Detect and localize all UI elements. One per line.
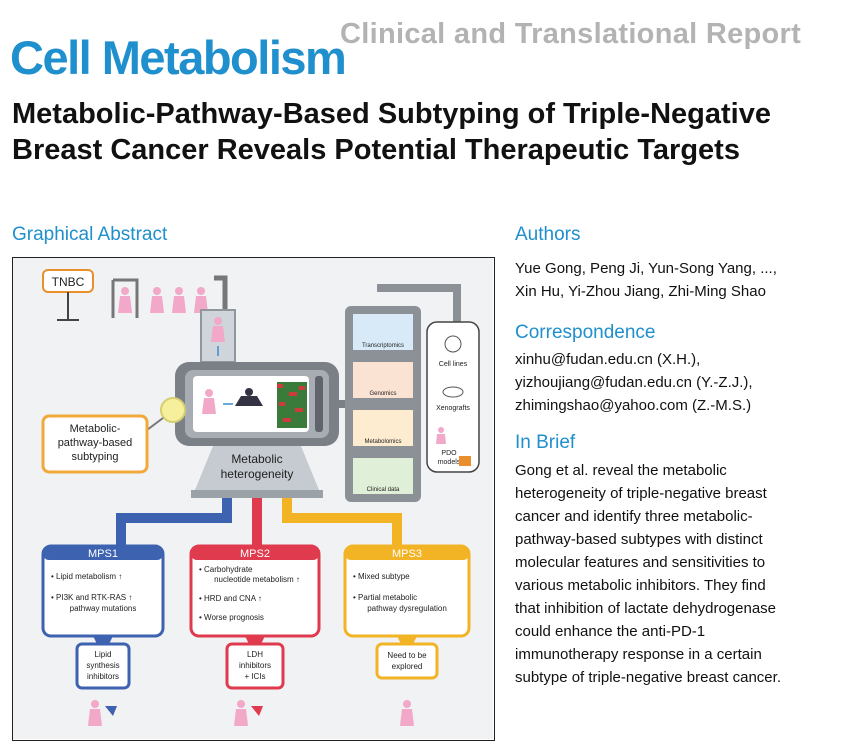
omics-metabolomics: Metabolomics [364,439,401,445]
in-brief-line: subtype of triple-negative breast cancer… [515,669,781,686]
in-brief-line: molecular features and sensitivities to [515,554,766,571]
mps2-name: MPS2 [240,548,270,560]
in-brief-line: various metabolic inhibitors. They find [515,577,766,594]
graphical-abstract-figure: TNBC [13,258,493,739]
omics-transcriptomics: Transcriptomics [362,343,404,349]
subtyping-line-3: subtyping [71,451,118,463]
mps3-feature-3: pathway dysregulation [367,604,447,613]
scanner-gate [111,278,139,318]
mps2-feature-2: nucleotide metabolism ↑ [214,575,300,584]
mps1-feature-1: • Lipid metabolism ↑ [51,572,122,581]
mps1-feature-3: pathway mutations [70,604,137,613]
model-pdo: PDO [441,450,457,457]
in-brief-line: could enhance the anti-PD-1 [515,623,706,640]
tnbc-label: TNBC [52,275,85,289]
mps3-name: MPS3 [392,548,422,560]
patients-icon [118,287,208,313]
authors-heading: Authors [515,224,581,245]
mps1-therapy-1: Lipid [95,650,112,659]
mps3-feature-2: • Partial metabolic [353,593,417,602]
graphical-abstract: TNBC [12,257,495,741]
article-type: Clinical and Translational Report [340,18,802,50]
authors-line-2: Xin Hu, Yi-Zhou Jiang, Zhi-Ming Shao [515,283,766,300]
patient-in-tube-icon [211,317,225,342]
subtyping-line-1: Metabolic- [70,423,121,435]
mps3-therapy-2: explored [392,662,423,671]
email-yzj[interactable]: yizhoujiang@fudan.edu.cn (Y.-Z.J.), [515,374,753,391]
mps2-therapy-3: + ICIs [244,672,265,681]
mps2-feature-3: • HRD and CNA ↑ [199,594,262,603]
omics-clinical-data: Clinical data [367,487,400,493]
mps3-feature-1: • Mixed subtype [353,572,410,581]
mps2-therapy [225,642,285,690]
in-brief-line: immunotherapy response in a certain [515,646,762,663]
in-brief-line: cancer and identify three metabolic- [515,508,753,525]
omics-genomics: Genomics [369,391,396,397]
mps1-name: MPS1 [88,548,118,560]
in-brief-line: pathway-based subtypes with distinct [515,531,763,548]
mps2-feature-4: • Worse prognosis [199,613,264,622]
mps3-therapy [375,642,439,680]
model-cell-lines: Cell lines [439,361,468,368]
mps3-therapy-1: Need to be [387,651,427,660]
journal-name: Cell Metabolism [10,31,347,84]
treated-patients-icon [88,700,414,726]
email-xh[interactable]: xinhu@fudan.edu.cn (X.H.), [515,351,701,368]
subtyping-line-2: pathway-based [58,437,133,449]
subtyping-box [41,414,149,474]
in-brief-line: that inhibition of lactate dehydrogenase [515,600,777,617]
graphical-abstract-heading: Graphical Abstract [12,224,168,245]
xenograft-icon [442,386,464,398]
mps2-therapy-2: inhibitors [239,661,271,670]
omics-panels [353,314,413,494]
in-brief-line: heterogeneity of triple-negative breast [515,485,767,502]
mps2-therapy-1: LDH [247,650,263,659]
in-brief-heading: In Brief [515,432,576,453]
magnifier-icon [160,397,186,423]
article-title: Metabolic-Pathway-Based Subtyping of Tri… [12,98,771,166]
model-pdo-models: models [438,459,461,466]
correspondence-heading: Correspondence [515,322,656,343]
mps1-feature-2: • PI3K and RTK-RAS ↑ [51,593,132,602]
heterogeneity-line-1: Metabolic [231,452,282,466]
mps2-feature-1: • Carbohydrate [199,565,253,574]
authors-line-1: Yue Gong, Peng Ji, Yun-Song Yang, ..., [515,260,777,277]
heterogeneity-funnel [195,446,319,490]
mps1-therapy-2: synthesis [86,661,119,670]
in-brief-line: Gong et al. reveal the metabolic [515,462,727,479]
email-zms[interactable]: zhimingshao@yahoo.com (Z.-M.S.) [515,397,752,414]
cell-lines-icon [444,335,462,353]
mps1-therapy [75,642,131,690]
model-xenografts: Xenografts [436,405,470,412]
omics-column [345,306,421,502]
mps1-therapy-3: inhibitors [87,672,119,681]
heterogeneity-line-2: heterogeneity [221,467,294,481]
